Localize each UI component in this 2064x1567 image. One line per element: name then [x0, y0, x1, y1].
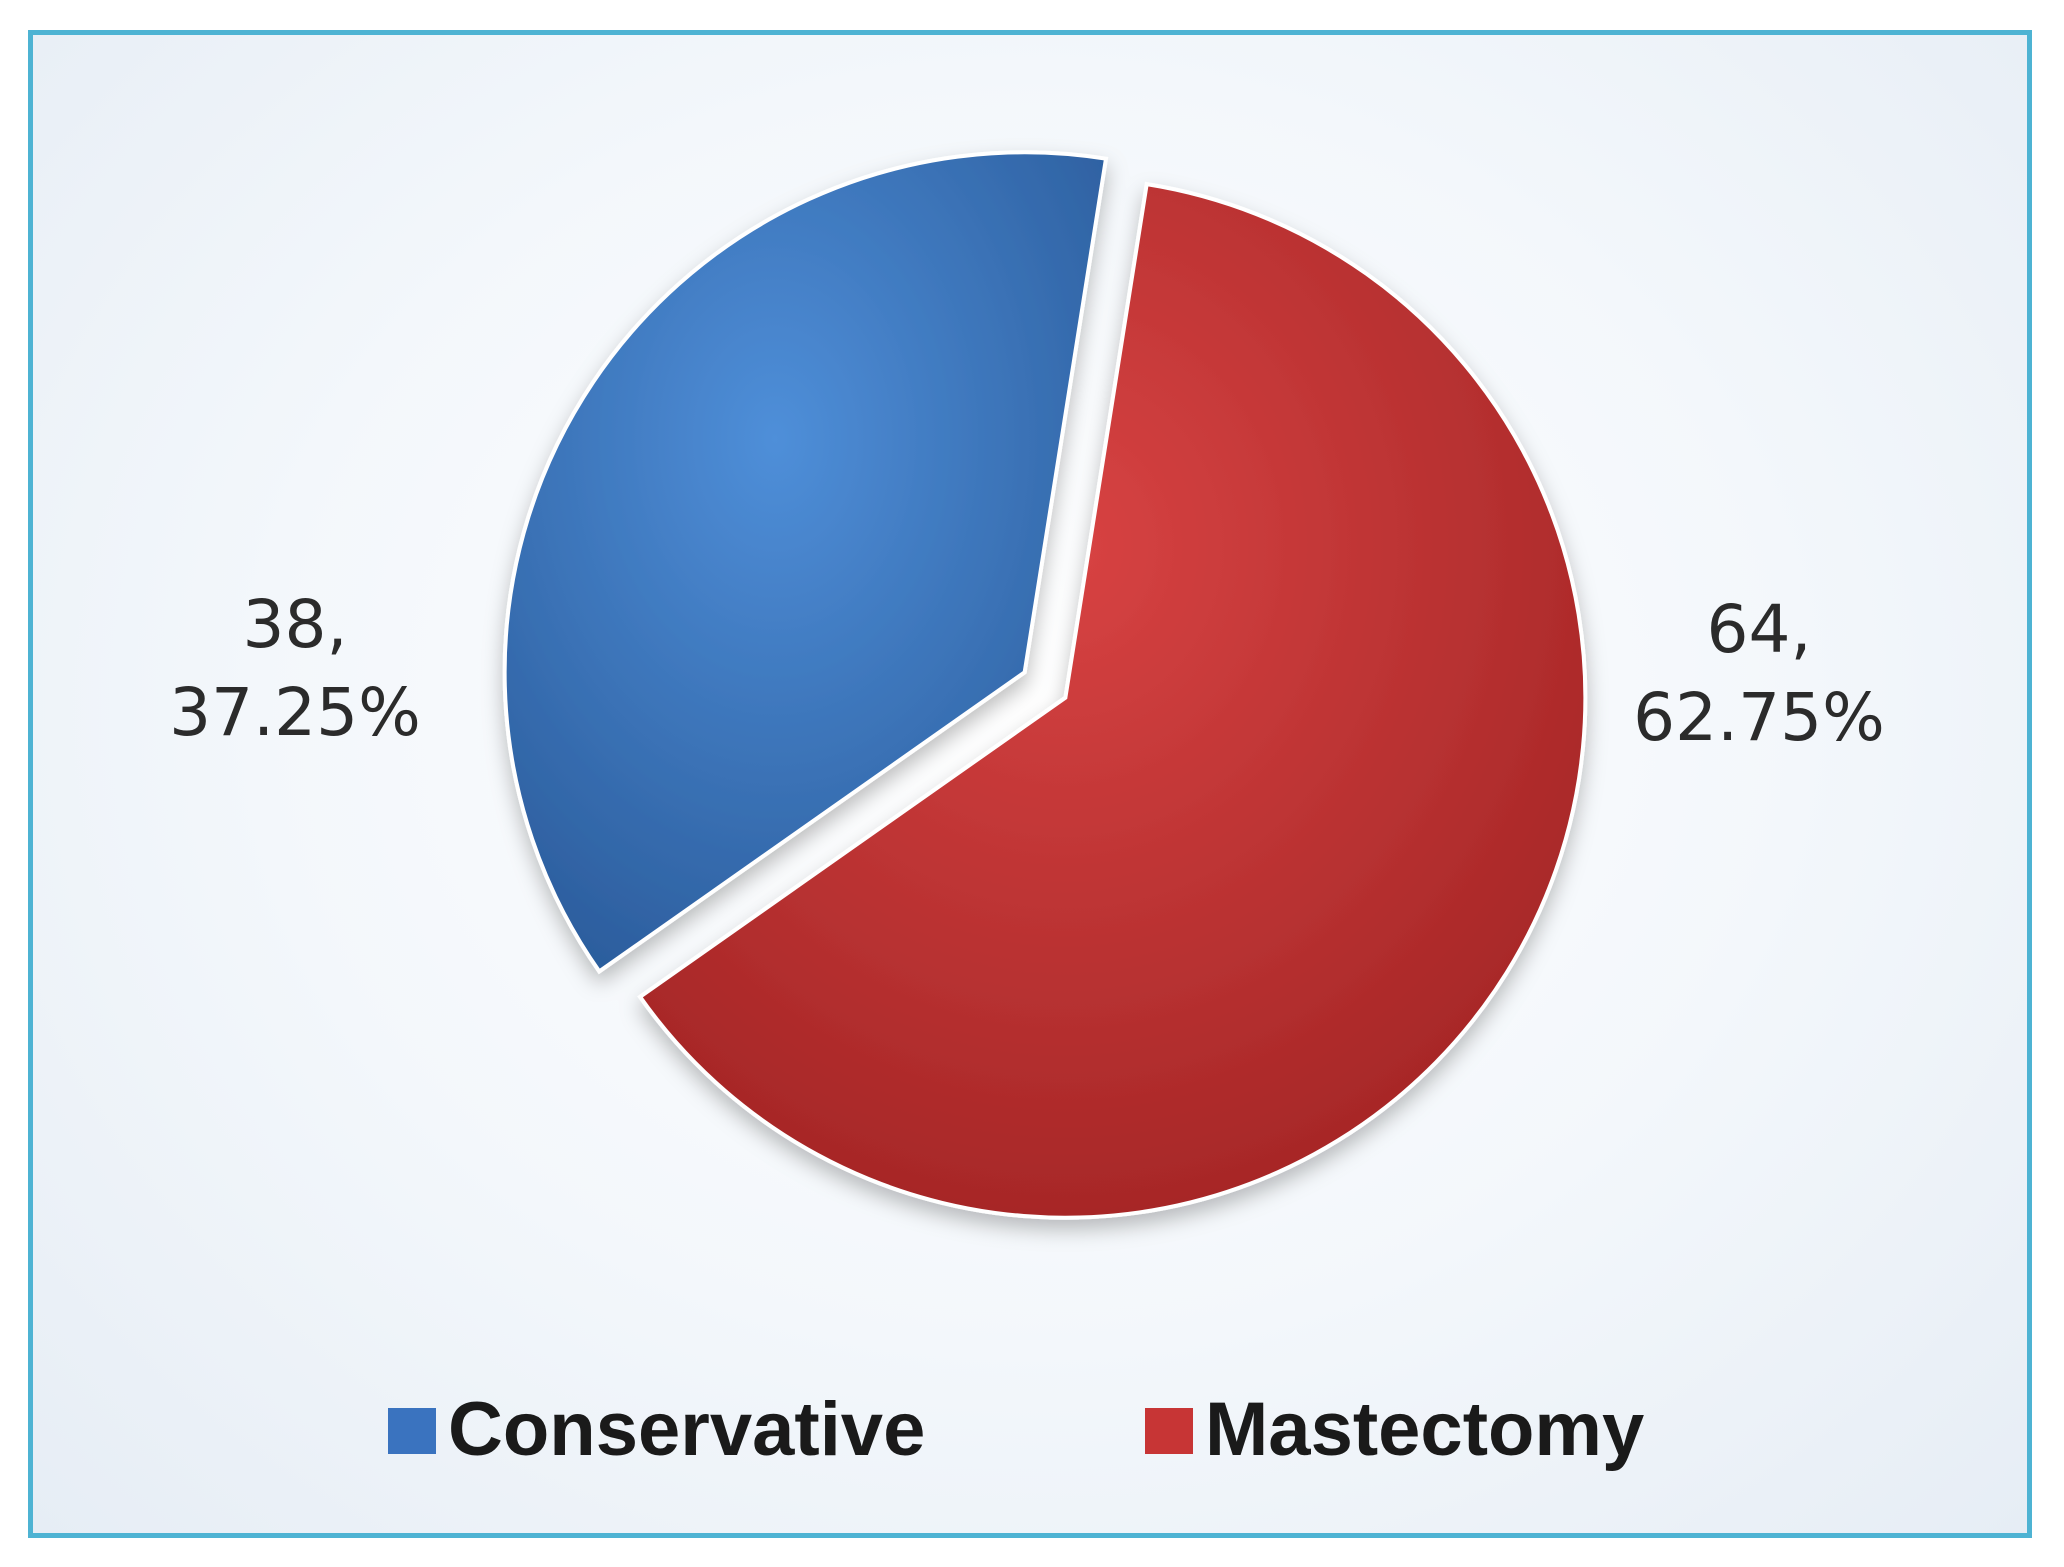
data-label-mastectomy: 64, 62.75%	[1633, 591, 1885, 756]
legend: Conservative Mastectomy	[388, 1387, 1644, 1472]
legend-swatch-mastectomy	[1145, 1408, 1193, 1454]
data-label-mastectomy-percent: 62.75%	[1633, 679, 1885, 756]
data-label-conservative-value: 38,	[243, 586, 348, 663]
pie-slice-conservative	[502, 150, 1109, 975]
data-label-mastectomy-value: 64,	[1707, 591, 1812, 668]
data-label-conservative: 38, 37.25%	[169, 586, 421, 751]
legend-swatch-conservative	[388, 1408, 436, 1454]
legend-label-conservative: Conservative	[448, 1387, 925, 1472]
pie-chart: 38, 37.25% 64, 62.75% Conservative Maste…	[169, 150, 1885, 1472]
pie-slices	[502, 150, 1588, 1220]
chart-frame: 38, 37.25% 64, 62.75% Conservative Maste…	[28, 30, 2032, 1538]
data-label-conservative-percent: 37.25%	[169, 674, 421, 751]
pie-slice-mastectomy	[637, 181, 1588, 1220]
legend-label-mastectomy: Mastectomy	[1205, 1387, 1644, 1472]
